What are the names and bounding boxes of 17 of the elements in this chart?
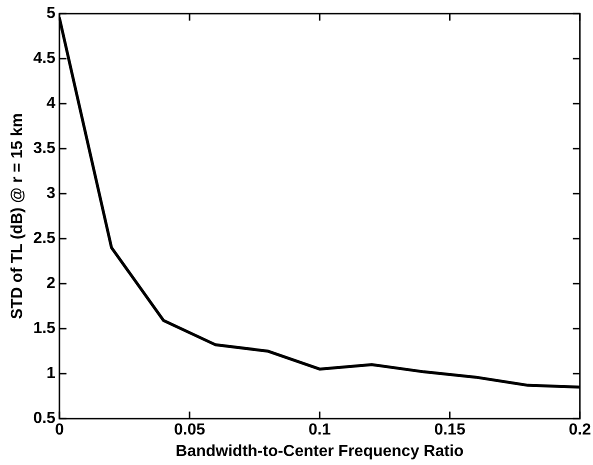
y-tick-label: 1.5 xyxy=(33,320,56,338)
y-tick-label: 2 xyxy=(46,275,56,292)
y-axis-title: STD of TL (dB) @ r = 15 km xyxy=(9,113,26,320)
x-tick-label: 0.2 xyxy=(568,422,592,439)
x-tick-label: 0.05 xyxy=(174,422,206,439)
y-tick-label: 4 xyxy=(46,95,56,112)
y-tick-label: 3 xyxy=(46,185,56,202)
y-tick-label: 0.5 xyxy=(33,410,56,428)
x-tick-label: 0.1 xyxy=(308,422,331,439)
x-axis-title: Bandwidth-to-Center Frequency Ratio xyxy=(176,442,464,460)
y-tick-label: 3.5 xyxy=(33,140,56,158)
y-tick-label: 4.5 xyxy=(33,50,56,68)
y-tick-label: 1 xyxy=(46,365,56,382)
y-tick-label: 5 xyxy=(46,5,56,22)
x-tick-label: 0 xyxy=(54,422,64,439)
x-tick-label: 0.15 xyxy=(434,422,466,439)
y-tick-label: 2.5 xyxy=(33,230,56,248)
